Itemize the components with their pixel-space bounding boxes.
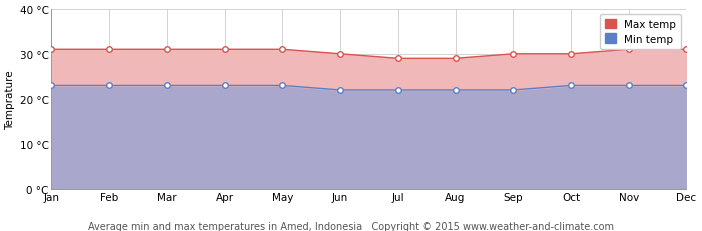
Legend: Max temp, Min temp: Max temp, Min temp	[600, 15, 681, 50]
Text: Average min and max temperatures in Amed, Indonesia   Copyright © 2015 www.weath: Average min and max temperatures in Amed…	[88, 221, 614, 231]
Y-axis label: Temprature: Temprature	[6, 70, 15, 129]
